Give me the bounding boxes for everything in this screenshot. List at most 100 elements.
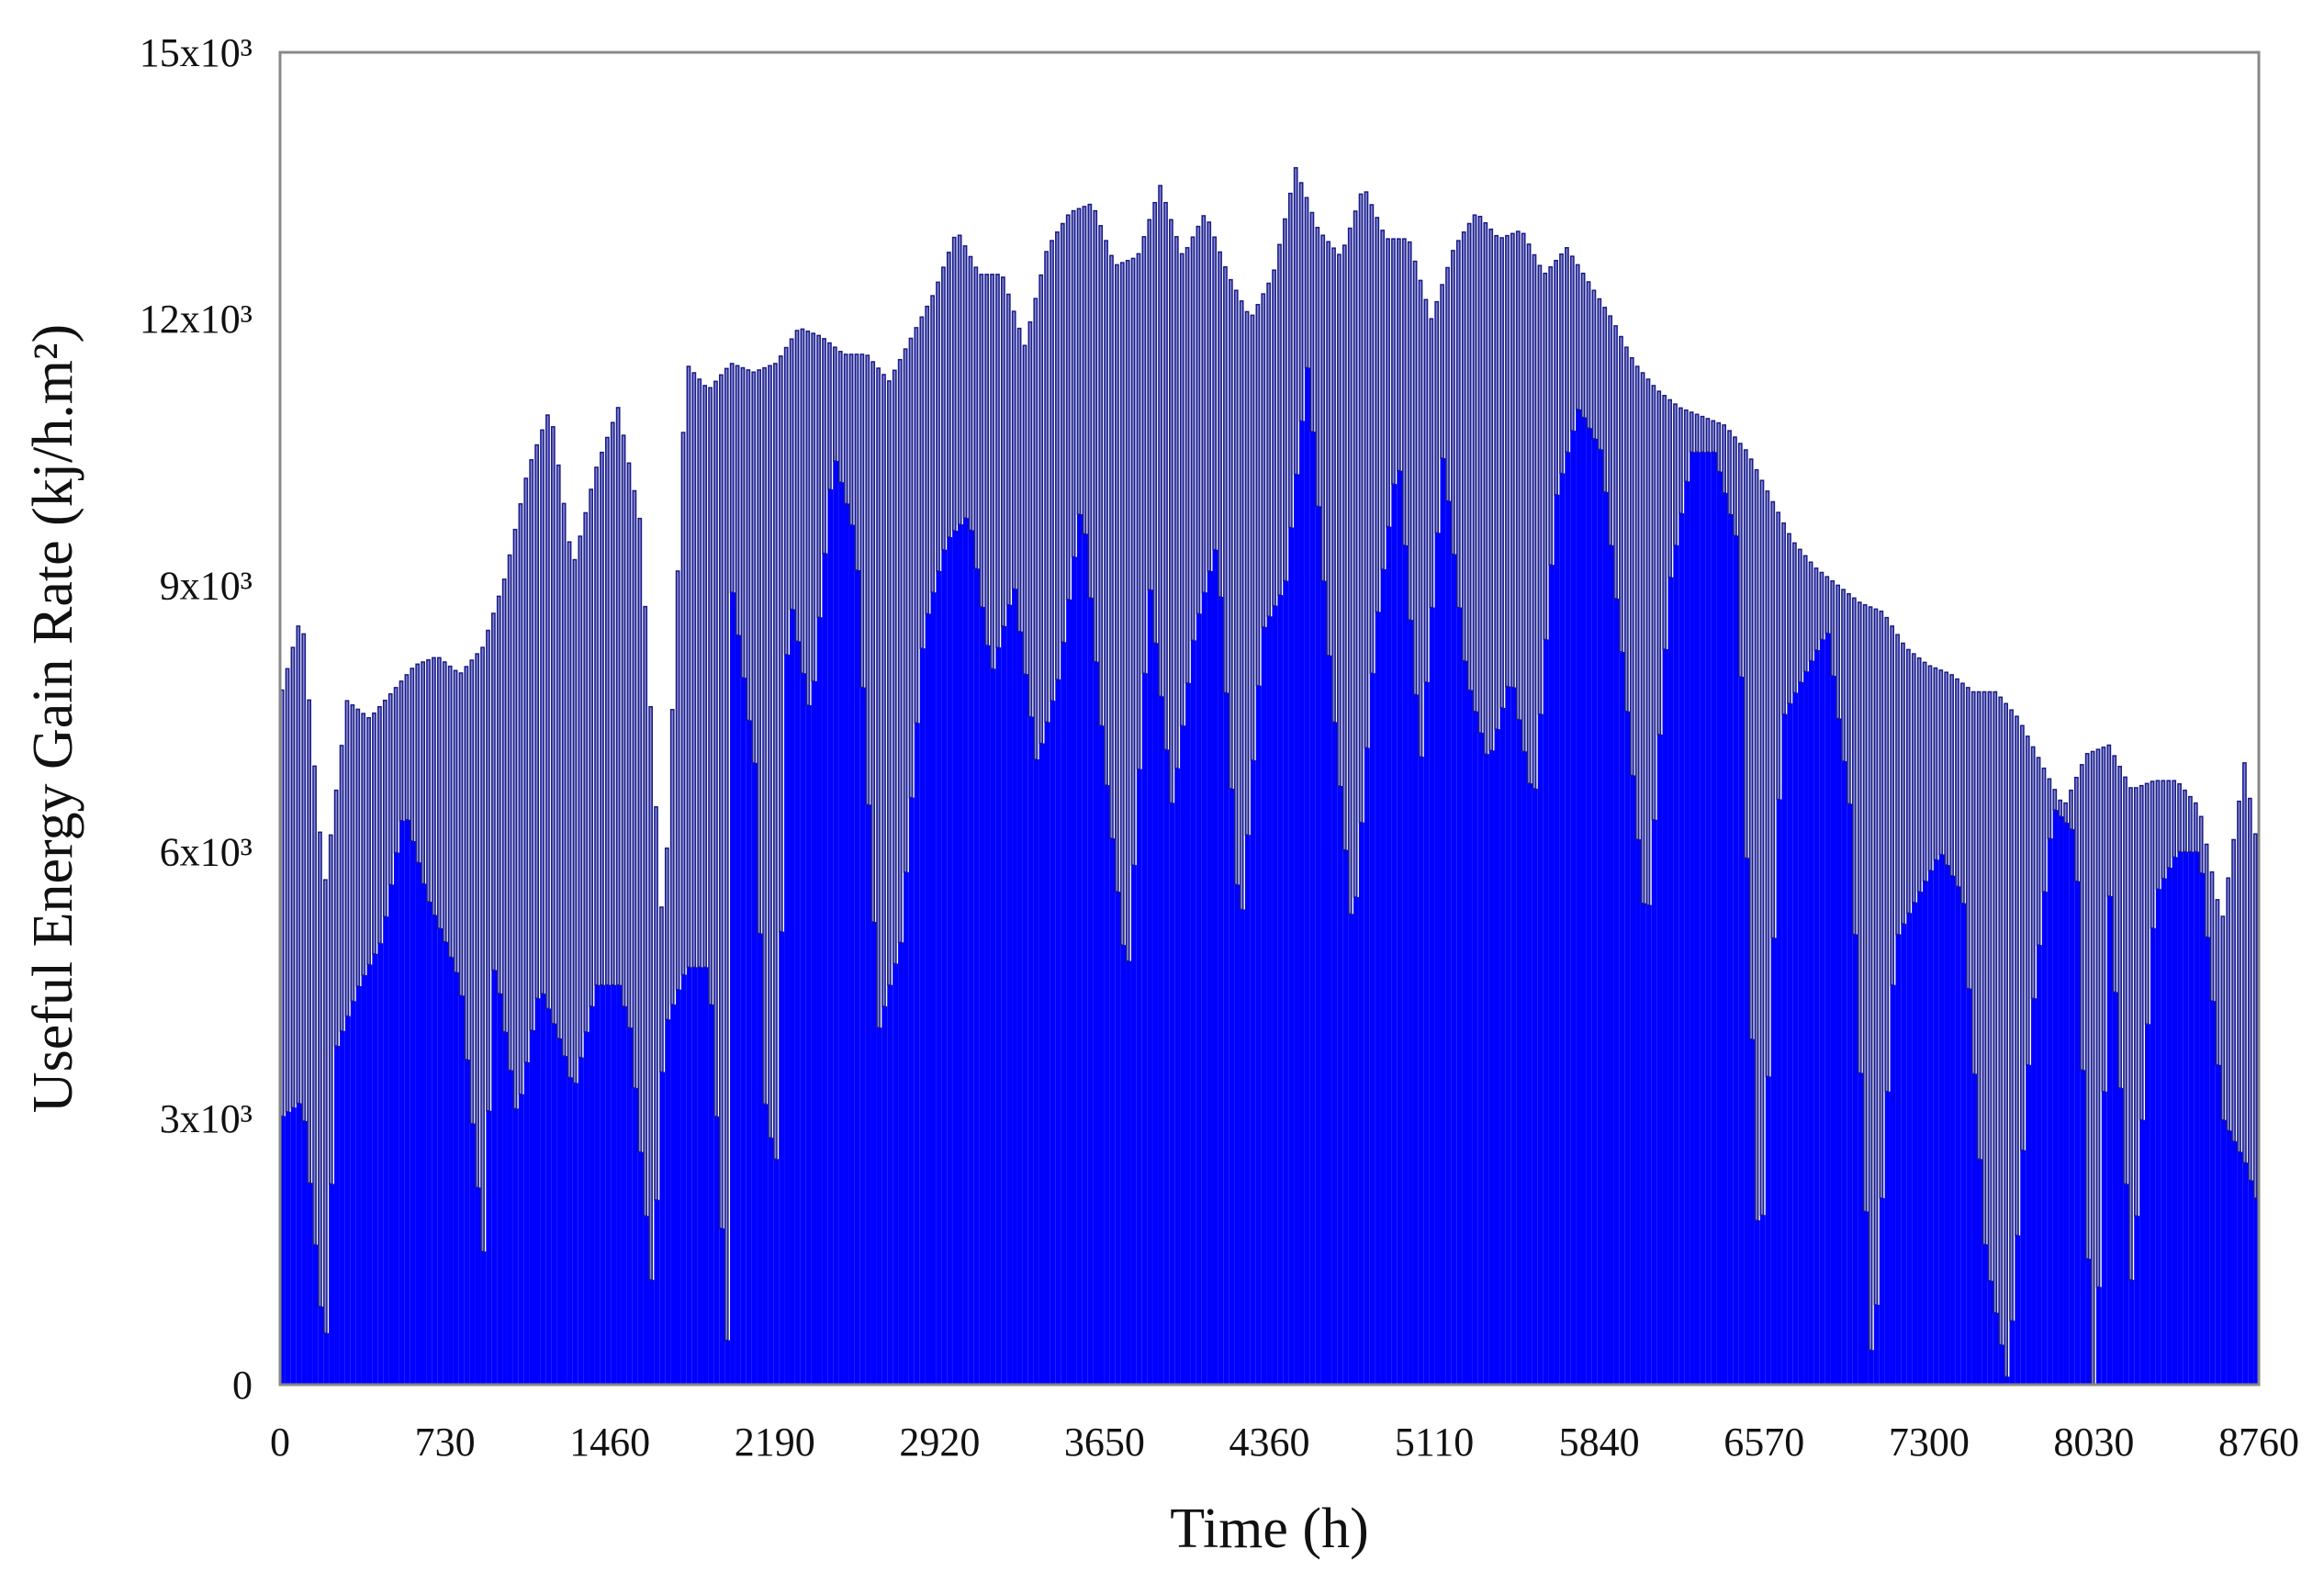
data-bar <box>654 1199 660 1385</box>
data-spike <box>410 668 415 842</box>
data-bar <box>280 1116 286 1385</box>
data-bar <box>1895 934 1902 1385</box>
data-spike <box>1087 203 1093 599</box>
data-spike <box>529 459 534 1031</box>
data-spike <box>1645 378 1651 906</box>
data-bar <box>1304 367 1310 1385</box>
data-bar <box>865 804 871 1385</box>
data-bar <box>1624 711 1631 1385</box>
x-tick-label: 4360 <box>1229 1420 1310 1465</box>
data-bar <box>773 1159 780 1385</box>
data-bar <box>458 995 465 1385</box>
data-bar <box>1326 655 1332 1385</box>
data-bar <box>702 967 709 1385</box>
data-spike <box>2166 780 2172 869</box>
data-bar <box>1483 754 1489 1385</box>
data-bar <box>962 518 969 1385</box>
data-bar <box>523 1061 530 1385</box>
data-spike <box>432 657 436 916</box>
data-spike <box>1580 272 1586 419</box>
data-spike <box>377 705 382 944</box>
data-bar <box>1570 431 1577 1386</box>
data-spike <box>1380 230 1386 570</box>
data-spike <box>2084 753 2090 1260</box>
data-spike <box>1477 216 1483 734</box>
data-bar <box>475 1187 481 1385</box>
data-bar <box>952 531 959 1385</box>
data-spike <box>350 704 355 1003</box>
data-spike <box>399 680 404 822</box>
data-spike <box>518 503 523 1095</box>
data-bar <box>540 994 546 1385</box>
data-bar <box>344 1016 351 1385</box>
data-bar <box>366 964 373 1385</box>
data-spike <box>2198 815 2204 874</box>
data-bar <box>1369 673 1375 1385</box>
data-bar <box>870 922 877 1385</box>
data-spike <box>1472 214 1477 713</box>
x-tick-label: 8760 <box>2218 1420 2299 1465</box>
data-spike <box>2106 744 2112 897</box>
data-bar <box>1353 896 1359 1385</box>
data-spike <box>1613 325 1618 600</box>
data-bar <box>1510 687 1517 1385</box>
data-spike <box>2252 833 2258 1199</box>
data-bar <box>2069 829 2075 1385</box>
data-bar <box>898 942 904 1385</box>
data-bar <box>1408 620 1413 1385</box>
data-bar <box>1136 769 1142 1385</box>
data-bar <box>1093 661 1099 1385</box>
data-bar <box>1423 681 1430 1385</box>
data-bar <box>329 1184 335 1385</box>
data-spike <box>426 658 431 903</box>
data-spike <box>1499 237 1504 709</box>
data-bar <box>572 1083 578 1385</box>
data-spike <box>919 316 925 649</box>
data-spike <box>2231 838 2236 1142</box>
data-bar <box>1906 913 1913 1385</box>
data-bar <box>1586 428 1592 1385</box>
data-spike <box>1802 555 1808 672</box>
data-spike <box>1104 240 1108 786</box>
data-spike <box>990 274 994 670</box>
data-spike <box>1304 196 1309 369</box>
data-spike <box>453 669 458 973</box>
data-bar <box>822 553 828 1385</box>
data-spike <box>415 663 421 863</box>
data-spike <box>951 236 957 532</box>
data-spike <box>794 330 800 643</box>
data-spike <box>1857 601 1862 1074</box>
x-tick-label: 3650 <box>1064 1420 1145 1465</box>
data-bar <box>811 680 817 1385</box>
data-spike <box>1455 240 1461 609</box>
data-spike <box>1044 251 1049 724</box>
data-spike <box>1982 690 1987 1245</box>
data-spike <box>1250 314 1255 761</box>
data-spike <box>1895 634 1900 936</box>
data-spike <box>669 709 675 1005</box>
data-bar <box>686 967 692 1385</box>
data-spike <box>1152 201 1158 645</box>
data-spike <box>1223 265 1228 694</box>
data-bar <box>1879 1197 1885 1385</box>
data-spike <box>1781 522 1786 715</box>
data-bar <box>1619 651 1625 1385</box>
data-bar <box>670 1004 676 1385</box>
data-spike <box>1673 403 1678 546</box>
data-bar <box>1613 598 1620 1385</box>
data-spike <box>984 274 990 646</box>
data-bar <box>1266 616 1273 1385</box>
data-bar <box>1412 694 1419 1385</box>
data-spike <box>285 668 290 1113</box>
data-bar <box>1234 884 1241 1385</box>
data-bar <box>1580 417 1587 1386</box>
data-spike <box>615 407 621 986</box>
data-bar <box>621 1005 627 1385</box>
x-tick-label: 1460 <box>569 1420 650 1465</box>
data-spike <box>458 672 464 997</box>
data-spike <box>1526 243 1532 784</box>
data-bar <box>1016 631 1023 1385</box>
data-spike <box>1190 236 1196 642</box>
data-bar <box>1554 494 1560 1385</box>
data-bar <box>1272 605 1278 1385</box>
